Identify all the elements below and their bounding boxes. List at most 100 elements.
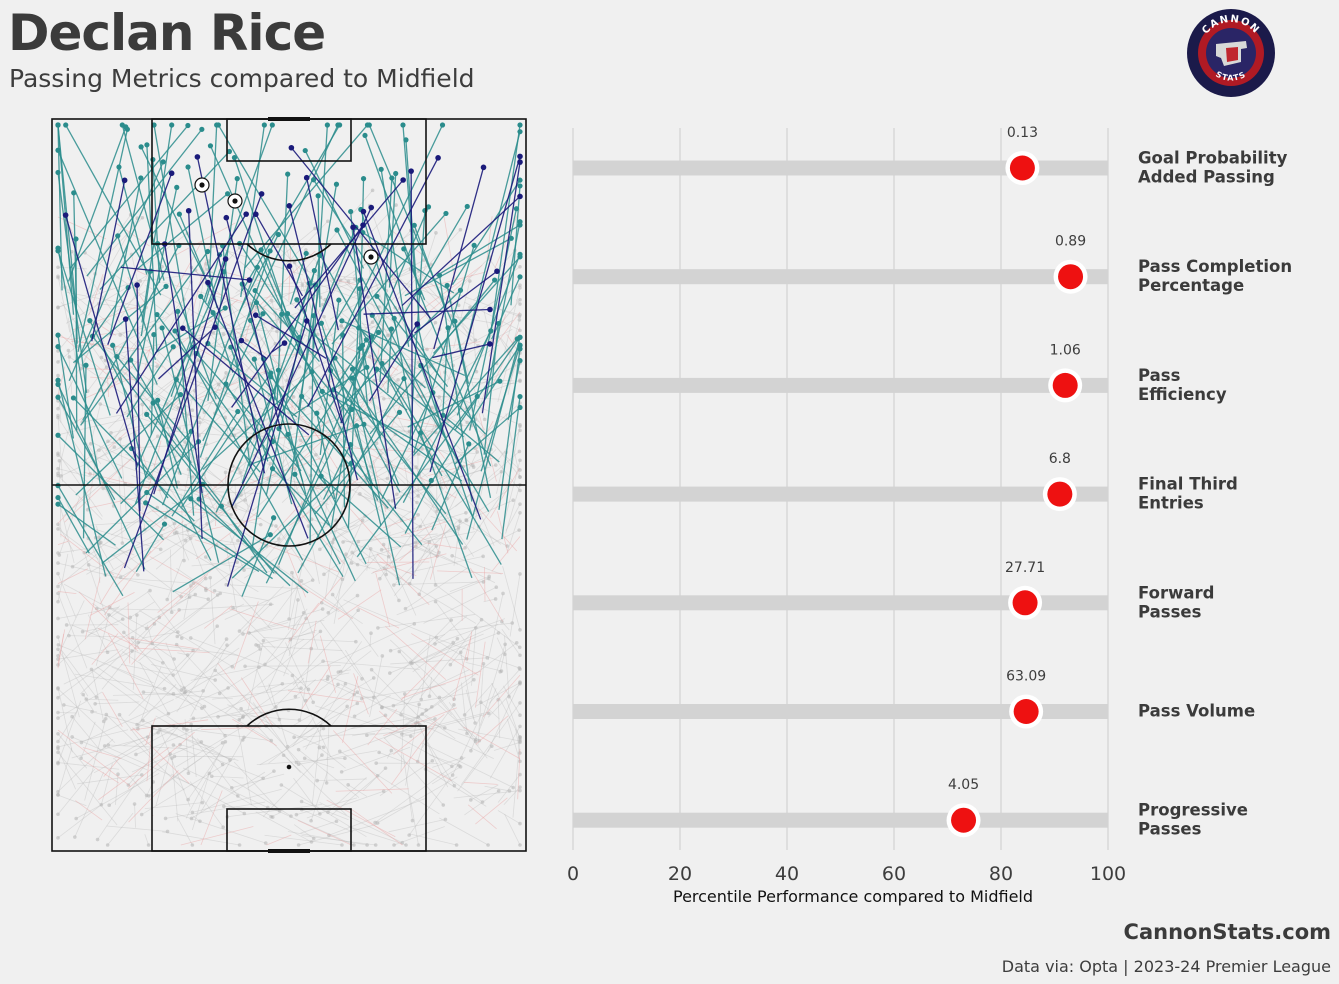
pass-end-dot: [494, 585, 499, 590]
pass-end-dot: [136, 640, 140, 645]
pass-line: [383, 707, 457, 737]
pass-end-dot: [414, 321, 420, 327]
pass-line: [478, 413, 497, 482]
pass-line: [288, 571, 294, 620]
pass-line: [298, 823, 380, 846]
pass-line: [240, 124, 265, 298]
pass-end-dot: [83, 362, 89, 368]
pass-end-dot: [144, 411, 150, 417]
pass-end-dot: [388, 326, 395, 332]
pass-line: [485, 221, 521, 399]
pass-end-dot: [56, 522, 60, 527]
pass-end-dot: [56, 591, 60, 596]
pass-line: [332, 204, 397, 275]
pass-end-dot: [190, 843, 195, 847]
pass-line: [268, 683, 288, 747]
pass-end-dot: [242, 568, 246, 572]
pass-line: [153, 124, 193, 350]
pass-end-dot: [293, 694, 298, 699]
pass-end-dot: [390, 499, 395, 503]
pass-line: [343, 276, 390, 336]
pass-end-dot: [304, 248, 308, 252]
pass-end-dot: [267, 248, 273, 254]
page-title: Declan Rice: [8, 4, 326, 62]
pass-line: [57, 593, 88, 669]
pass-end-dot: [480, 800, 485, 804]
pass-end-dot: [57, 458, 62, 463]
pass-line: [190, 644, 228, 717]
pass-line: [123, 193, 263, 569]
pass-end-dot: [82, 550, 87, 555]
pass-line: [91, 527, 161, 550]
pass-end-dot: [459, 756, 464, 760]
pass-line: [257, 500, 305, 551]
pass-line: [439, 697, 488, 759]
pass-end-dot: [374, 441, 379, 446]
pass-line: [294, 262, 314, 316]
pass-line: [327, 777, 367, 813]
pass-end-dot: [213, 678, 218, 682]
pass-end-dot: [163, 515, 168, 520]
pass-end-dot: [240, 738, 245, 742]
pass-line: [101, 483, 204, 564]
pass-line: [301, 553, 343, 580]
pass-line: [367, 545, 400, 601]
pass-end-dot: [518, 772, 522, 777]
pass-line: [267, 423, 341, 480]
pass-end-dot: [174, 184, 180, 190]
pass-end-dot: [243, 498, 247, 502]
pass-end-dot: [145, 735, 150, 739]
pass-line: [184, 578, 207, 599]
pass-end-dot: [253, 299, 260, 306]
pass-line: [487, 683, 521, 718]
pass-line: [326, 723, 330, 783]
pass-end-dot: [455, 636, 460, 641]
pass-end-dot: [205, 521, 209, 526]
pass-line: [88, 273, 104, 316]
pass-end-dot: [112, 445, 117, 449]
pass-line: [120, 266, 250, 281]
pass-end-dot: [358, 492, 362, 496]
pass-line: [143, 691, 233, 700]
pass-line: [461, 682, 468, 734]
pass-line: [438, 638, 520, 669]
pass-end-dot: [385, 476, 390, 481]
pass-line: [352, 227, 397, 509]
pass-end-dot: [246, 277, 253, 283]
pass-end-dot: [138, 279, 142, 283]
pass-line: [298, 749, 360, 798]
pass-end-dot: [242, 811, 247, 816]
pass-end-dot: [332, 537, 336, 542]
pass-end-dot: [469, 748, 473, 753]
pass-line: [132, 615, 138, 690]
pass-end-dot: [245, 338, 249, 343]
pass-end-dot: [223, 470, 228, 475]
pass-line: [320, 334, 378, 363]
pass-line: [327, 672, 350, 677]
pass-line: [91, 633, 119, 665]
pass-line: [276, 174, 289, 400]
pass-end-dot: [465, 420, 469, 425]
pass-end-dot: [434, 635, 439, 640]
pass-line: [328, 797, 427, 836]
pass-line: [328, 339, 368, 397]
pass-line: [443, 328, 513, 367]
pass-line: [146, 491, 273, 580]
pass-end-dot: [451, 640, 455, 645]
pass-line: [452, 555, 502, 575]
pass-end-dot: [243, 664, 247, 669]
pass-end-dot: [106, 439, 110, 444]
pass-line: [351, 562, 377, 570]
pass-end-dot: [169, 610, 174, 615]
pass-line: [418, 565, 431, 595]
pass-line: [420, 365, 487, 435]
pass-end-dot: [224, 371, 228, 375]
pass-line: [105, 429, 129, 452]
pass-end-dot: [183, 538, 188, 543]
pass-line: [136, 232, 188, 272]
pass-end-dot: [392, 583, 396, 587]
bottom-penalty-arc: [246, 708, 332, 727]
pass-end-dot: [99, 802, 104, 807]
pass-line: [179, 685, 272, 741]
